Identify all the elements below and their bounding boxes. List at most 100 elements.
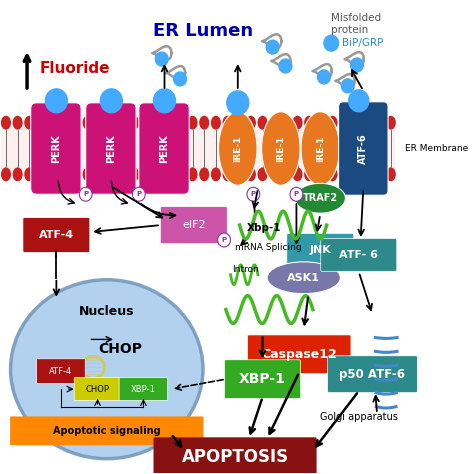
Text: Apoptotic signaling: Apoptotic signaling bbox=[53, 426, 161, 436]
FancyBboxPatch shape bbox=[247, 335, 351, 374]
FancyBboxPatch shape bbox=[23, 218, 90, 253]
Text: ER Membrane: ER Membrane bbox=[404, 144, 468, 153]
Ellipse shape bbox=[351, 167, 361, 182]
Ellipse shape bbox=[153, 116, 163, 129]
Circle shape bbox=[79, 187, 92, 201]
Text: BiP/GRP: BiP/GRP bbox=[342, 38, 383, 48]
Ellipse shape bbox=[82, 167, 92, 182]
FancyBboxPatch shape bbox=[139, 103, 189, 194]
Text: ATF-4: ATF-4 bbox=[49, 367, 73, 376]
Text: ASK1: ASK1 bbox=[287, 273, 320, 283]
Ellipse shape bbox=[176, 167, 186, 182]
FancyBboxPatch shape bbox=[154, 438, 317, 474]
Text: Caspase12: Caspase12 bbox=[261, 348, 337, 361]
Circle shape bbox=[155, 52, 168, 66]
Ellipse shape bbox=[94, 116, 104, 129]
Circle shape bbox=[266, 40, 279, 54]
Ellipse shape bbox=[1, 167, 11, 182]
Ellipse shape bbox=[118, 167, 128, 182]
FancyBboxPatch shape bbox=[225, 360, 301, 399]
Ellipse shape bbox=[24, 116, 34, 129]
Text: P: P bbox=[221, 237, 227, 243]
Text: Misfolded
protein: Misfolded protein bbox=[331, 13, 382, 35]
Text: XBP-1: XBP-1 bbox=[131, 384, 156, 393]
Ellipse shape bbox=[106, 167, 116, 182]
Ellipse shape bbox=[219, 112, 257, 185]
Text: XBP-1: XBP-1 bbox=[239, 372, 286, 386]
FancyBboxPatch shape bbox=[74, 378, 121, 401]
Ellipse shape bbox=[257, 116, 267, 129]
FancyBboxPatch shape bbox=[31, 103, 81, 194]
Circle shape bbox=[290, 187, 303, 201]
FancyBboxPatch shape bbox=[321, 238, 397, 271]
Text: JNK: JNK bbox=[310, 245, 331, 255]
Text: IRE-1: IRE-1 bbox=[233, 136, 242, 162]
Ellipse shape bbox=[47, 116, 58, 129]
Ellipse shape bbox=[363, 167, 373, 182]
Text: P: P bbox=[251, 191, 256, 197]
Ellipse shape bbox=[269, 116, 279, 129]
FancyBboxPatch shape bbox=[36, 359, 85, 383]
Ellipse shape bbox=[339, 116, 349, 129]
Text: p50 ATF-6: p50 ATF-6 bbox=[339, 368, 405, 381]
Circle shape bbox=[46, 89, 67, 113]
Ellipse shape bbox=[13, 116, 23, 129]
Text: ATF- 6: ATF- 6 bbox=[339, 250, 378, 260]
Text: PERK: PERK bbox=[106, 134, 116, 163]
Text: CHOP: CHOP bbox=[99, 342, 143, 356]
Ellipse shape bbox=[199, 167, 209, 182]
Text: PERK: PERK bbox=[159, 134, 170, 163]
Ellipse shape bbox=[153, 167, 163, 182]
Circle shape bbox=[100, 89, 122, 113]
Ellipse shape bbox=[129, 116, 139, 129]
FancyBboxPatch shape bbox=[86, 103, 136, 194]
Ellipse shape bbox=[36, 167, 46, 182]
Text: ATF-4: ATF-4 bbox=[39, 230, 74, 240]
Ellipse shape bbox=[281, 116, 291, 129]
Text: ATF-6: ATF-6 bbox=[358, 133, 368, 164]
Ellipse shape bbox=[211, 116, 221, 129]
Circle shape bbox=[173, 72, 186, 86]
FancyBboxPatch shape bbox=[119, 378, 168, 401]
Ellipse shape bbox=[316, 167, 326, 182]
FancyBboxPatch shape bbox=[160, 207, 227, 244]
Text: IRE-1: IRE-1 bbox=[316, 136, 325, 162]
Ellipse shape bbox=[246, 116, 256, 129]
Ellipse shape bbox=[339, 167, 349, 182]
Circle shape bbox=[341, 79, 354, 93]
Ellipse shape bbox=[59, 116, 69, 129]
Bar bbox=[1, 125, 395, 173]
Ellipse shape bbox=[10, 280, 203, 459]
Ellipse shape bbox=[234, 167, 244, 182]
Circle shape bbox=[318, 70, 330, 84]
Circle shape bbox=[132, 187, 145, 201]
Ellipse shape bbox=[304, 116, 314, 129]
Ellipse shape bbox=[188, 167, 198, 182]
Ellipse shape bbox=[386, 167, 396, 182]
Ellipse shape bbox=[246, 167, 256, 182]
Ellipse shape bbox=[118, 116, 128, 129]
Ellipse shape bbox=[129, 167, 139, 182]
Ellipse shape bbox=[82, 116, 92, 129]
Ellipse shape bbox=[141, 116, 151, 129]
Ellipse shape bbox=[292, 116, 302, 129]
Ellipse shape bbox=[222, 167, 233, 182]
Text: CHOP: CHOP bbox=[86, 384, 109, 393]
Ellipse shape bbox=[269, 167, 279, 182]
Circle shape bbox=[218, 233, 230, 247]
Ellipse shape bbox=[71, 167, 81, 182]
Ellipse shape bbox=[316, 116, 326, 129]
Circle shape bbox=[247, 187, 260, 201]
Ellipse shape bbox=[36, 116, 46, 129]
Ellipse shape bbox=[257, 167, 267, 182]
Circle shape bbox=[227, 91, 249, 115]
Ellipse shape bbox=[199, 116, 209, 129]
Text: eIF2: eIF2 bbox=[182, 220, 206, 230]
Ellipse shape bbox=[351, 116, 361, 129]
Ellipse shape bbox=[94, 167, 104, 182]
Ellipse shape bbox=[71, 116, 81, 129]
Text: APOPTOSIS: APOPTOSIS bbox=[182, 448, 289, 465]
Text: mRNA Splicing: mRNA Splicing bbox=[235, 244, 301, 253]
Ellipse shape bbox=[262, 112, 300, 185]
Text: ER Lumen: ER Lumen bbox=[153, 22, 253, 40]
